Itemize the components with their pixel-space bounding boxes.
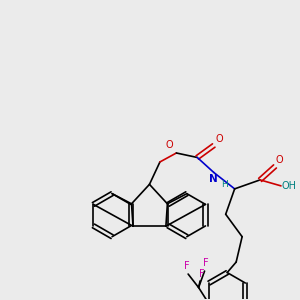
Text: F: F (199, 268, 204, 278)
Text: F: F (184, 261, 189, 271)
Text: F: F (203, 258, 209, 268)
Text: O: O (215, 134, 223, 144)
Text: H: H (221, 180, 228, 189)
Text: O: O (276, 155, 284, 165)
Text: OH: OH (282, 181, 297, 191)
Text: O: O (166, 140, 173, 150)
Text: N: N (209, 174, 218, 184)
